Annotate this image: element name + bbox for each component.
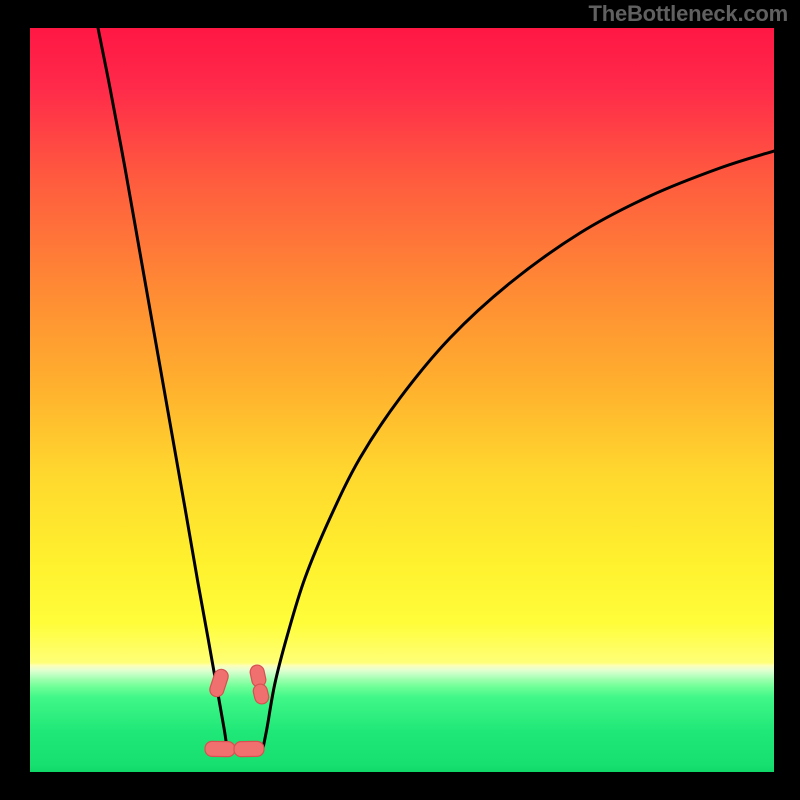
plot-frame <box>30 28 774 772</box>
watermark-text: TheBottleneck.com <box>588 0 788 28</box>
gradient-background <box>30 28 774 772</box>
